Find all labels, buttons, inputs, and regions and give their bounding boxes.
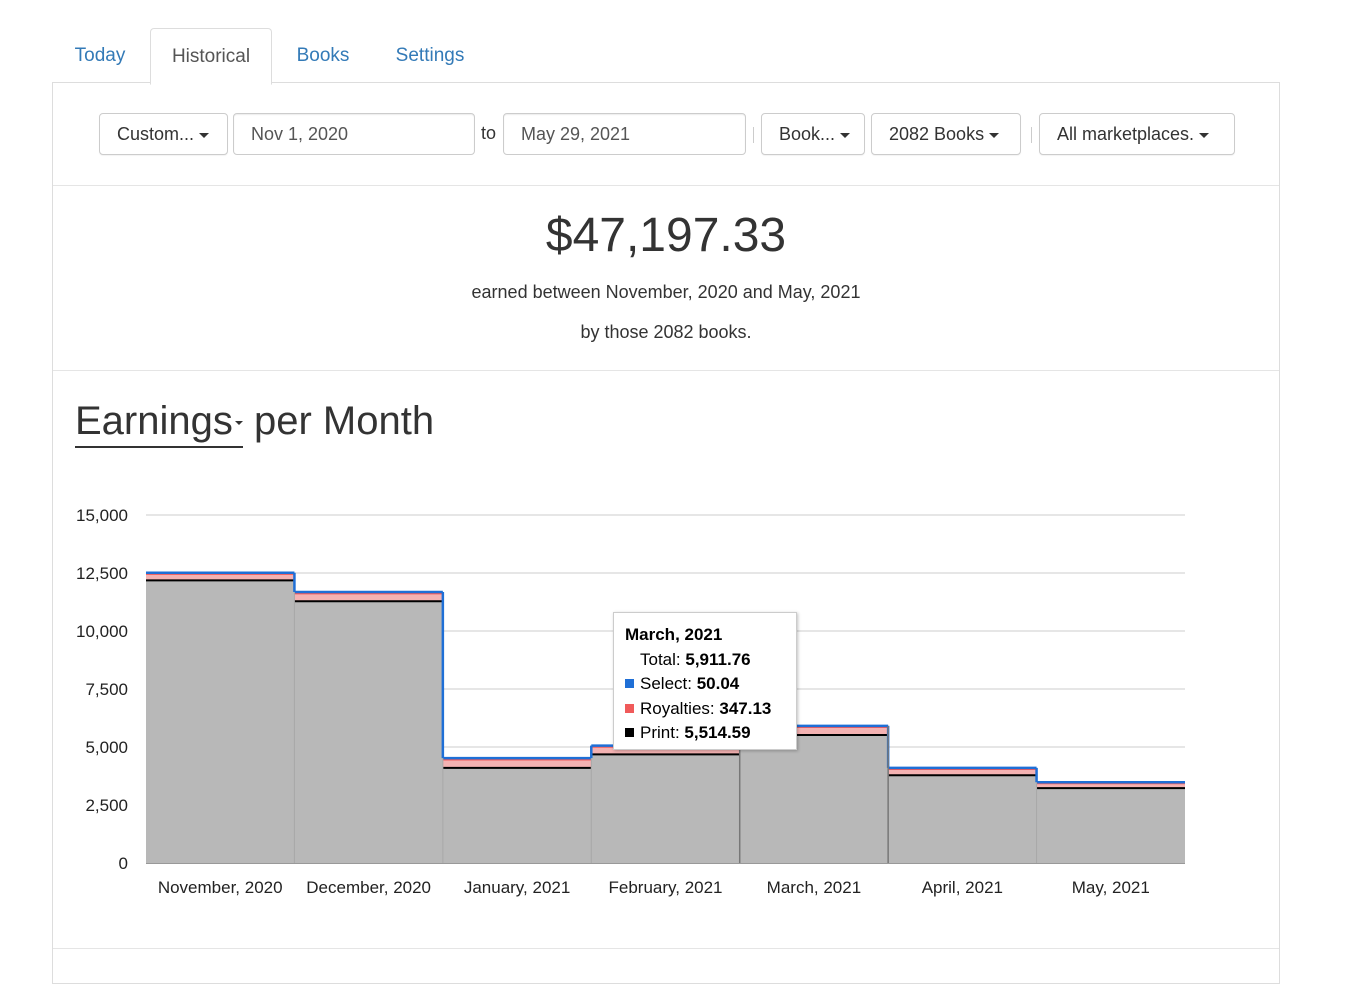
- range-preset-label: Custom...: [117, 124, 195, 144]
- royalties-area: [888, 769, 1037, 776]
- tooltip-total-value: 5,911.76: [685, 649, 751, 669]
- x-axis-ticks: November, 2020 December, 2020 January, 202…: [158, 878, 1150, 897]
- y-tick-label: 15,000: [76, 506, 128, 525]
- summary-books-text: by those 2082 books.: [580, 322, 752, 342]
- royalties-area: [1036, 783, 1185, 789]
- marketplace-dropdown[interactable]: All marketplaces.: [1039, 113, 1235, 155]
- select-swatch-icon: [625, 679, 634, 689]
- print-area: [442, 767, 592, 863]
- print-area: [591, 754, 740, 863]
- tab-today[interactable]: Today: [74, 45, 126, 66]
- books-label: 2082 Books: [889, 124, 985, 144]
- print-area: [739, 735, 889, 863]
- tooltip-total-label: Total:: [640, 649, 681, 669]
- tooltip-title: March, 2021: [625, 625, 723, 644]
- metric-label: Earnings: [75, 399, 233, 443]
- metric-dropdown[interactable]: Earnings: [75, 399, 243, 448]
- royalties-area: [294, 593, 443, 602]
- marketplace-label: All marketplaces.: [1057, 124, 1195, 144]
- x-tick-label: May, 2021: [1072, 878, 1150, 897]
- print-area: [146, 580, 295, 863]
- chevron-down-icon: [234, 421, 243, 426]
- x-tick-label: January, 2021: [464, 878, 570, 897]
- y-tick-label: 12,500: [76, 564, 128, 583]
- print-area: [294, 601, 443, 863]
- chart-heading-suffix: per Month: [254, 399, 435, 443]
- tab-settings[interactable]: Settings: [395, 45, 465, 66]
- x-tick-label: December, 2020: [306, 878, 431, 897]
- chart-series-areas: [146, 571, 1185, 863]
- x-tick-label: November, 2020: [158, 878, 283, 897]
- chevron-down-icon: [1199, 132, 1210, 138]
- x-tick-label: February, 2021: [608, 878, 722, 897]
- x-tick-label: March, 2021: [767, 878, 862, 897]
- tooltip-select-label: Select:: [640, 674, 692, 693]
- chevron-down-icon: [199, 132, 210, 138]
- chart-tooltip: March, 2021 Total: 5,911.76 Select: 50.0…: [613, 612, 797, 750]
- tooltip-select-value: 50.04: [696, 674, 740, 693]
- group-by-dropdown[interactable]: Book...: [761, 113, 865, 155]
- section-divider: [53, 948, 1279, 949]
- y-tick-label: 2,500: [85, 796, 128, 815]
- royalties-swatch-icon: [625, 703, 634, 713]
- print-area: [888, 775, 1037, 863]
- y-axis-ticks: 0 2,500 5,000 7,500 10,000 12,500 15,000: [76, 506, 128, 873]
- x-tick-label: April, 2021: [922, 878, 1003, 897]
- y-tick-label: 5,000: [85, 738, 128, 757]
- print-swatch-icon: [625, 728, 634, 738]
- date-range-separator: to: [481, 123, 497, 143]
- y-tick-label: 10,000: [76, 622, 128, 641]
- books-dropdown[interactable]: 2082 Books: [871, 113, 1021, 155]
- divider: [1031, 127, 1032, 143]
- divider: [753, 127, 754, 143]
- summary-period-text: earned between November, 2020 and May, 2…: [471, 282, 861, 302]
- group-by-label: Book...: [779, 124, 836, 144]
- filter-bar: Custom... Nov 1, 2020 to May 29, 2021 Bo…: [53, 83, 1279, 186]
- start-date-input[interactable]: Nov 1, 2020: [233, 113, 475, 155]
- tooltip-print-label: Print:: [640, 723, 680, 742]
- total-earnings: $47,197.33: [545, 209, 787, 262]
- range-preset-dropdown[interactable]: Custom...: [99, 113, 228, 155]
- royalties-area: [146, 573, 295, 581]
- royalties-area: [739, 727, 889, 736]
- y-tick-label: 7,500: [85, 680, 128, 699]
- end-date-input[interactable]: May 29, 2021: [503, 113, 746, 155]
- y-tick-label: 0: [119, 854, 128, 873]
- print-area: [1036, 788, 1185, 863]
- chevron-down-icon: [840, 132, 851, 138]
- nav-tabs: Today Historical Books Settings: [52, 28, 1280, 85]
- earnings-summary: $47,197.33 earned between November, 2020…: [53, 186, 1279, 371]
- tab-books[interactable]: Books: [296, 45, 350, 66]
- tooltip-royalties-label: Royalties:: [640, 698, 715, 718]
- royalties-area: [591, 746, 740, 755]
- royalties-area: [442, 759, 592, 768]
- tooltip-royalties-value: 347.13: [719, 698, 772, 718]
- chart-heading: Earnings per Month: [75, 399, 434, 448]
- chevron-down-icon: [989, 132, 1000, 138]
- tooltip-print-value: 5,514.59: [684, 723, 751, 742]
- tab-historical[interactable]: Historical: [150, 28, 272, 85]
